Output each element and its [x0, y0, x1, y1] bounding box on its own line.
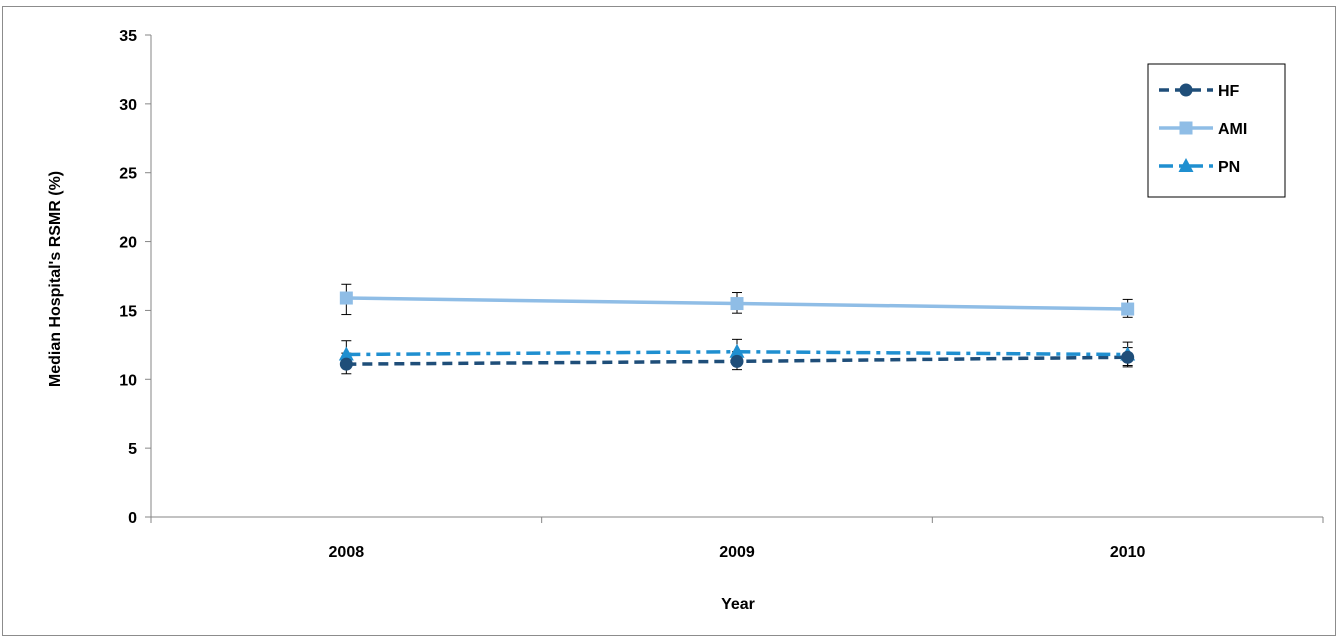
- y-tick-label: 35: [119, 28, 137, 45]
- legend: HF AMI PN: [1147, 63, 1286, 198]
- y-tick-label: 0: [128, 510, 137, 527]
- series-markers: [338, 291, 1136, 371]
- y-tick-label: 30: [119, 97, 137, 114]
- legend-marker-hf: [1179, 83, 1193, 97]
- y-tick-label: 5: [128, 441, 137, 458]
- data-point-pn: [729, 343, 745, 358]
- y-tick-label: 10: [119, 372, 137, 389]
- axes: 0 5 10 15 20 25 30 35 2008 2009 2010: [119, 28, 1324, 561]
- y-tick-label: 20: [119, 235, 137, 252]
- data-point-ami: [1121, 302, 1135, 316]
- legend-marker-pn: [1178, 158, 1194, 172]
- x-tick-label: 2009: [719, 544, 755, 561]
- x-tick-label: 2008: [329, 544, 365, 561]
- line-chart: 0 5 10 15 20 25 30 35 2008 2009 2010 Median Hospit…: [47, 28, 1324, 613]
- legend-label-pn: PN: [1218, 159, 1240, 176]
- legend-box: [1147, 63, 1286, 198]
- y-tick-label: 15: [119, 303, 137, 320]
- chart-frame: 0 5 10 15 20 25 30 35 2008 2009 2010 Median Hospit…: [2, 6, 1336, 636]
- x-tick-label: 2010: [1110, 544, 1146, 561]
- legend-marker-ami: [1179, 121, 1193, 135]
- data-point-hf: [1121, 350, 1135, 364]
- legend-label-hf: HF: [1218, 83, 1240, 100]
- data-point-pn: [338, 346, 354, 361]
- data-point-ami: [730, 297, 744, 311]
- legend-label-ami: AMI: [1218, 121, 1247, 138]
- x-axis-title: Year: [721, 596, 755, 613]
- data-point-ami: [339, 291, 353, 305]
- y-axis-title: Median Hospital's RSMR (%): [47, 171, 64, 387]
- y-tick-label: 25: [119, 166, 137, 183]
- data-point-hf: [339, 357, 353, 371]
- data-point-hf: [730, 354, 744, 368]
